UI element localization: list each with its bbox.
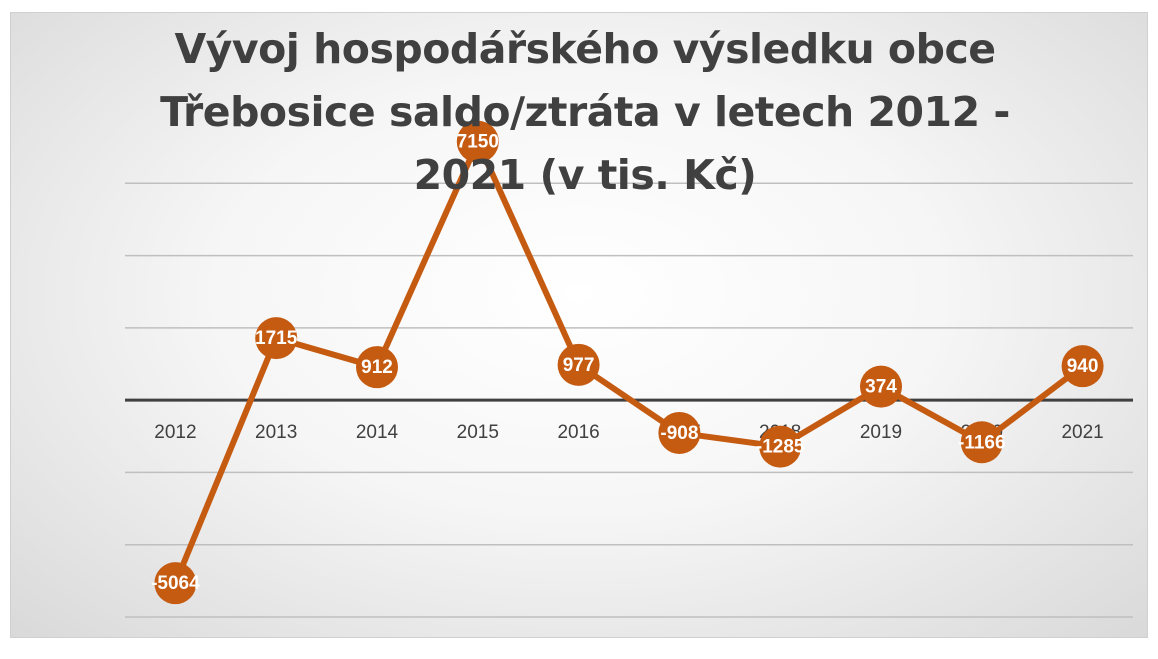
- data-label: -1166: [958, 432, 1006, 453]
- data-label: 912: [361, 357, 393, 378]
- x-tick-label: 2021: [1061, 422, 1103, 443]
- marker: [860, 365, 902, 408]
- data-label: 374: [865, 377, 897, 398]
- x-tick-label: 2019: [860, 422, 902, 443]
- marker: [456, 120, 499, 163]
- data-label: -1285: [756, 437, 805, 458]
- marker: [356, 346, 398, 389]
- data-label: 7150: [457, 132, 499, 153]
- x-tick-label: 2016: [557, 422, 599, 443]
- data-label: 940: [1067, 356, 1099, 377]
- marker: [154, 562, 197, 605]
- marker: [960, 421, 1003, 464]
- chart-area: [10, 12, 1148, 638]
- data-label: -908: [660, 423, 698, 444]
- data-label: 977: [563, 355, 595, 376]
- marker: [557, 343, 600, 386]
- marker: [658, 411, 701, 454]
- data-label: 1715: [255, 328, 298, 349]
- line: [172, 138, 1085, 585]
- marker: [1061, 345, 1104, 388]
- x-tick-label: 2015: [457, 422, 499, 443]
- marker: [759, 425, 802, 468]
- marker: [255, 317, 298, 360]
- x-tick-label: 2013: [255, 422, 297, 443]
- x-tick-label: 2012: [154, 422, 196, 443]
- data-label: -5064: [151, 573, 200, 594]
- x-tick-label: 2014: [356, 422, 399, 443]
- chart-title: Vývoj hospodářského výsledku obce Třebos…: [160, 25, 1010, 199]
